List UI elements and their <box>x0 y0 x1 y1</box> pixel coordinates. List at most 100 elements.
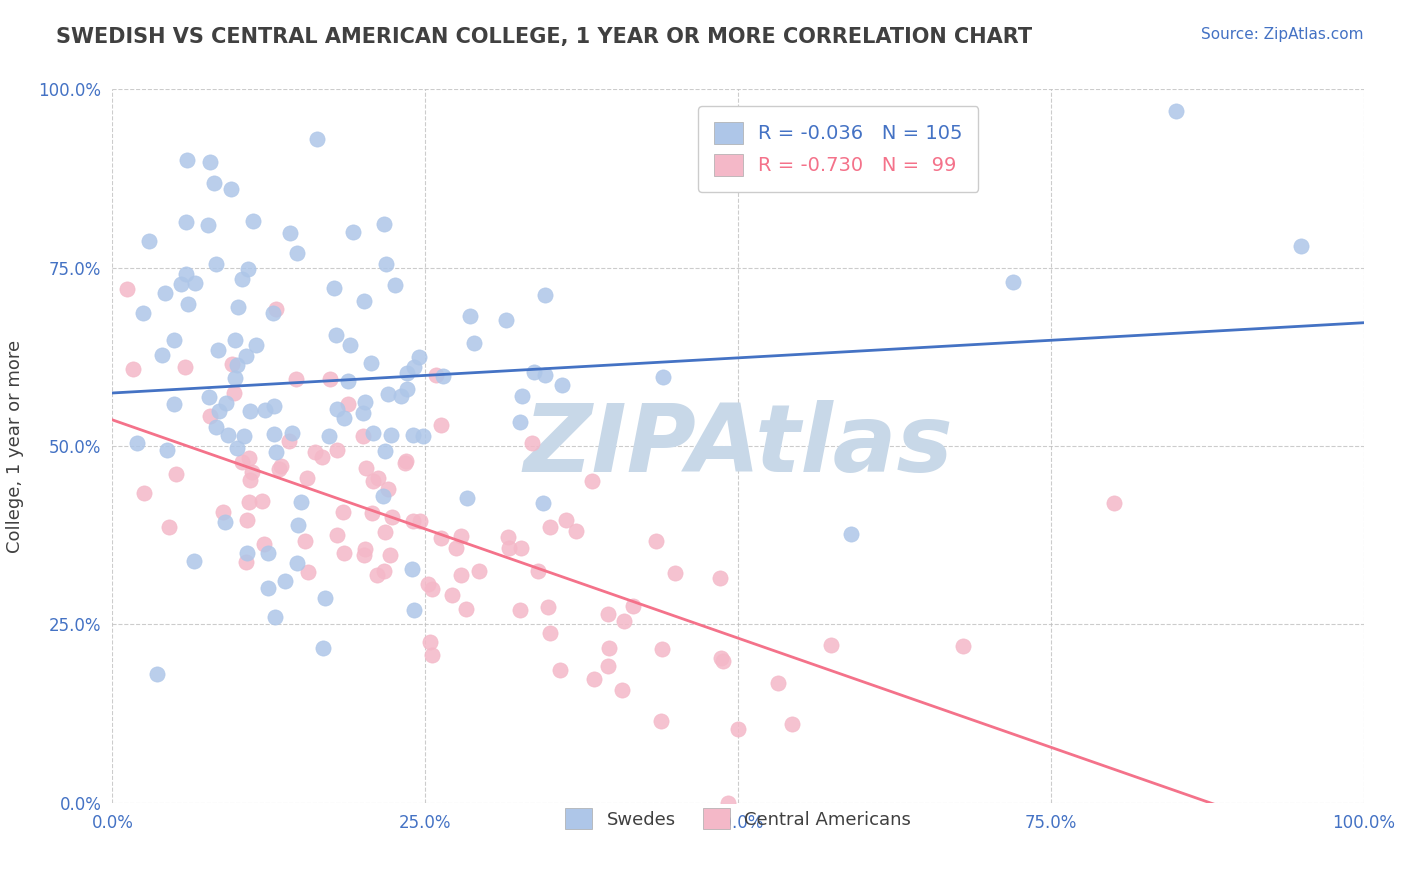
Point <box>204 257 226 271</box>
Point <box>555 513 578 527</box>
Point <box>305 132 328 146</box>
Point <box>354 461 377 475</box>
Point <box>215 395 238 409</box>
Point <box>495 313 517 327</box>
Point <box>262 306 284 320</box>
Point <box>952 639 974 653</box>
Point <box>176 153 198 167</box>
Point <box>285 372 308 386</box>
Point <box>596 607 619 621</box>
Point <box>165 467 187 481</box>
Point <box>250 493 273 508</box>
Point <box>228 300 250 314</box>
Point <box>224 333 246 347</box>
Point <box>221 357 243 371</box>
Point <box>468 565 491 579</box>
Point <box>820 638 842 652</box>
Point <box>354 394 377 409</box>
Point <box>419 634 441 648</box>
Point <box>257 581 280 595</box>
Point <box>531 496 554 510</box>
Point <box>395 453 418 467</box>
Point <box>650 714 672 728</box>
Point <box>122 362 145 376</box>
Point <box>412 429 434 443</box>
Point <box>509 415 531 429</box>
Point <box>236 546 259 560</box>
Point <box>157 520 180 534</box>
Point <box>145 667 167 681</box>
Point <box>717 796 740 810</box>
Point <box>311 450 333 464</box>
Point <box>409 514 432 528</box>
Point <box>231 455 253 469</box>
Point <box>235 555 257 569</box>
Point <box>354 541 377 556</box>
Point <box>520 436 543 450</box>
Point <box>396 382 419 396</box>
Point <box>644 534 666 549</box>
Point <box>253 403 276 417</box>
Point <box>613 615 636 629</box>
Point <box>565 524 588 538</box>
Point <box>509 603 531 617</box>
Point <box>538 625 561 640</box>
Point <box>523 365 546 379</box>
Point <box>198 391 221 405</box>
Point <box>361 426 384 441</box>
Point <box>373 217 395 231</box>
Point <box>621 599 644 613</box>
Point <box>217 428 239 442</box>
Point <box>333 411 356 425</box>
Point <box>534 368 557 383</box>
Point <box>374 444 396 458</box>
Point <box>170 277 193 291</box>
Point <box>582 672 605 686</box>
Point <box>115 282 138 296</box>
Point <box>766 676 789 690</box>
Point <box>318 428 340 442</box>
Point <box>211 505 233 519</box>
Point <box>458 310 481 324</box>
Point <box>361 506 384 520</box>
Point <box>163 334 186 348</box>
Point <box>198 409 221 424</box>
Point <box>138 234 160 248</box>
Point <box>377 386 399 401</box>
Point <box>332 505 354 519</box>
Point <box>224 386 246 401</box>
Point <box>352 406 374 420</box>
Point <box>281 426 304 441</box>
Y-axis label: College, 1 year or more: College, 1 year or more <box>7 340 24 552</box>
Point <box>444 541 467 556</box>
Point <box>226 441 249 455</box>
Point <box>404 359 426 374</box>
Point <box>174 267 197 281</box>
Point <box>450 529 472 543</box>
Point <box>238 450 260 465</box>
Point <box>839 527 862 541</box>
Point <box>333 546 356 560</box>
Point <box>280 227 302 241</box>
Point <box>245 338 267 352</box>
Point <box>1002 275 1025 289</box>
Point <box>596 659 619 673</box>
Point <box>336 374 359 388</box>
Point <box>236 513 259 527</box>
Point <box>384 277 406 292</box>
Legend: Swedes, Central Americans: Swedes, Central Americans <box>551 794 925 844</box>
Point <box>269 461 291 475</box>
Point <box>510 389 533 403</box>
Point <box>207 343 229 357</box>
Point <box>709 571 731 585</box>
Point <box>380 427 402 442</box>
Point <box>325 327 347 342</box>
Point <box>463 336 485 351</box>
Point <box>396 366 419 380</box>
Point <box>652 370 675 384</box>
Text: SWEDISH VS CENTRAL AMERICAN COLLEGE, 1 YEAR OR MORE CORRELATION CHART: SWEDISH VS CENTRAL AMERICAN COLLEGE, 1 Y… <box>56 27 1032 46</box>
Point <box>257 546 280 560</box>
Point <box>548 663 571 677</box>
Point <box>314 591 336 605</box>
Point <box>326 527 349 541</box>
